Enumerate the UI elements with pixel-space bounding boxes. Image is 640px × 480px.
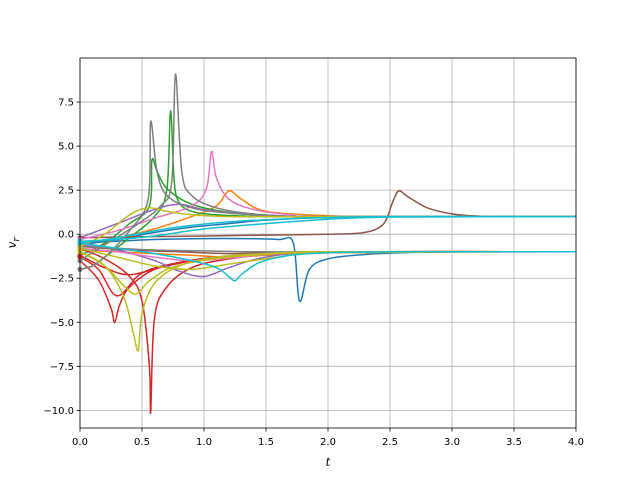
x-tick-label: 2.5 (382, 437, 398, 448)
y-tick-label: −7.5 (50, 362, 74, 373)
x-tick-label: 2.0 (320, 437, 336, 448)
x-axis: 0.0 0.5 1.0 1.5 2.0 2.5 3.0 3.5 4.0 (72, 428, 584, 448)
series-line-20 (79, 250, 577, 295)
y-tick-label: 7.5 (58, 98, 74, 109)
x-axis-label: t (326, 455, 331, 469)
y-axis-label-main: v (5, 242, 19, 249)
x-tick-label: 3.5 (506, 437, 522, 448)
y-tick-label: 2.5 (58, 186, 74, 197)
x-tick-label: 1.0 (196, 437, 212, 448)
y-axis: −10.0 −7.5 −5.0 −2.5 0.0 2.5 5.0 7.5 (43, 98, 80, 417)
y-axis-label-subscript: r (12, 237, 22, 242)
series-group (77, 73, 577, 414)
series-line-25 (79, 215, 577, 242)
series-line-21 (79, 206, 576, 248)
x-tick-label: 0.0 (72, 437, 88, 448)
series-line-23 (79, 242, 577, 282)
y-tick-label: −10.0 (43, 406, 74, 417)
x-tick-label: 0.5 (134, 437, 150, 448)
series-line-12 (79, 190, 577, 239)
y-tick-label: 5.0 (58, 142, 74, 153)
y-tick-label: 0.0 (58, 230, 74, 241)
y-tick-label: −2.5 (50, 274, 74, 285)
x-tick-label: 1.5 (258, 437, 274, 448)
y-axis-label: vr (5, 237, 22, 249)
x-tick-label: 3.0 (444, 437, 460, 448)
x-tick-label: 4.0 (568, 437, 584, 448)
y-tick-label: −5.0 (50, 318, 74, 329)
